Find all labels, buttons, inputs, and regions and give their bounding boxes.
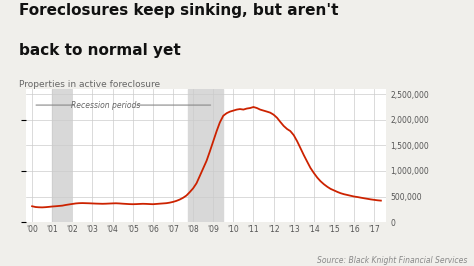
Bar [188,89,223,222]
Text: back to normal yet: back to normal yet [19,43,181,57]
Text: Recession periods: Recession periods [71,101,140,110]
Bar [52,89,71,222]
Text: Source: Black Knight Financial Services: Source: Black Knight Financial Services [317,256,467,265]
Text: Foreclosures keep sinking, but aren't: Foreclosures keep sinking, but aren't [19,3,338,18]
Text: Properties in active foreclosure: Properties in active foreclosure [19,80,160,89]
